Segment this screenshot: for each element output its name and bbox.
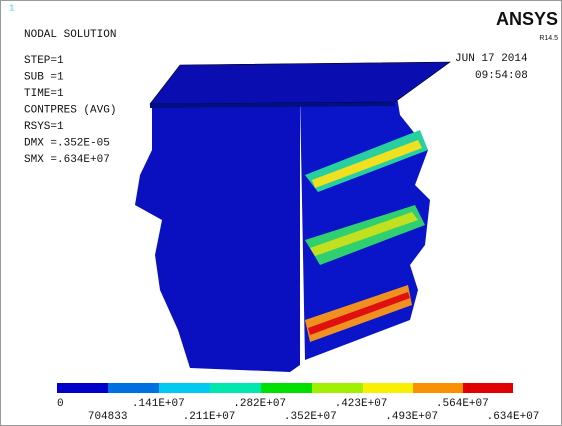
info-line: SMX =.634E+07	[24, 154, 110, 166]
version: R14.5	[539, 35, 558, 42]
legend-label: .282E+07	[233, 398, 286, 410]
legend-bar	[57, 383, 513, 393]
legend-swatch	[210, 383, 261, 393]
legend-label: .493E+07	[385, 411, 438, 423]
info-line: SUB =1	[24, 71, 64, 83]
legend-swatch	[312, 383, 363, 393]
date: JUN 17 2014	[455, 53, 528, 65]
legend-swatch	[463, 383, 513, 393]
legend-swatch	[413, 383, 463, 393]
legend-swatch	[261, 383, 312, 393]
info-line: DMX =.352E-05	[24, 137, 110, 149]
info-line: TIME=1	[24, 88, 64, 100]
legend-label: .141E+07	[132, 398, 185, 410]
legend-swatch	[363, 383, 413, 393]
legend-label: .211E+07	[183, 411, 236, 423]
info-line: RSYS=1	[24, 121, 64, 133]
legend-swatch	[57, 383, 108, 393]
logo: ANSYS	[496, 9, 558, 29]
info-line: STEP=1	[24, 55, 64, 67]
legend-label: .634E+07	[487, 411, 540, 423]
ansys-window: 1 NODAL SOLUTION ANSYS R14.5 JUN 17 2014…	[0, 0, 562, 426]
legend-label: .423E+07	[335, 398, 388, 410]
legend-swatch	[108, 383, 159, 393]
window-number: 1	[9, 3, 14, 13]
legend-label: 704833	[88, 411, 128, 423]
info-line: CONTPRES (AVG)	[24, 104, 116, 116]
legend-label: .352E+07	[284, 411, 337, 423]
title: NODAL SOLUTION	[24, 29, 116, 41]
legend-label: 0	[57, 398, 64, 410]
legend-swatch	[159, 383, 210, 393]
legend-label: .564E+07	[436, 398, 489, 410]
time: 09:54:08	[475, 70, 528, 82]
